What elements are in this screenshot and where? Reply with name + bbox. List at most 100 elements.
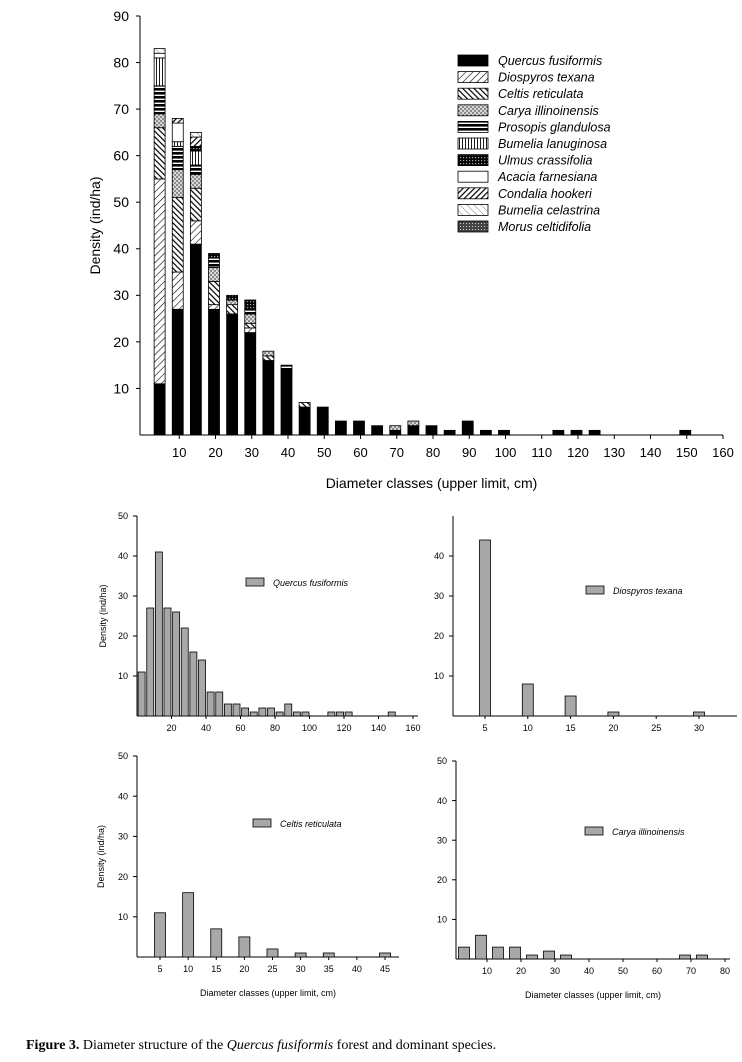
legend-swatch (457, 121, 489, 133)
legend-swatch (252, 818, 272, 828)
bar-segment-1 (244, 327, 257, 333)
legend-label: Condalia hookeri (498, 187, 593, 201)
bar-segment-0 (389, 429, 402, 436)
bar-segment-4 (171, 145, 184, 171)
bar (492, 946, 504, 960)
bar-segment-3 (189, 173, 202, 189)
y-tick-label: 80 (113, 54, 129, 70)
bar (232, 703, 241, 717)
x-tick-label: 25 (651, 723, 661, 733)
bar-segment-6 (208, 253, 220, 259)
bar (294, 952, 307, 958)
bar-segment-0 (443, 429, 456, 436)
bar-segment-9 (153, 48, 166, 54)
x-tick-label: 20 (608, 723, 618, 733)
bar (215, 691, 224, 717)
species-chart-3: 10 20 30 40 50 Density (ind/ha) Diameter class… (96, 751, 399, 998)
bar (336, 711, 344, 717)
x-tick-label: 60 (235, 723, 245, 733)
bar-segment-6 (189, 145, 202, 152)
x-tick-label: 60 (353, 445, 367, 460)
x-tick-label: 45 (380, 964, 390, 974)
bar-segment-9 (189, 131, 202, 138)
bar-segment-0 (461, 420, 474, 436)
x-tick-label: 80 (720, 966, 730, 976)
x-tick-label: 160 (712, 445, 734, 460)
bar-segment-1 (189, 220, 202, 245)
x-tick-label: 35 (324, 964, 334, 974)
bar (249, 711, 258, 717)
bar (238, 936, 251, 958)
bar-segment-2 (262, 355, 275, 361)
x-tick-label: 80 (270, 723, 280, 733)
figure-caption-species: Quercus fusiformis (226, 1038, 334, 1053)
x-tick-label: 140 (640, 445, 662, 460)
bar-segment-2 (171, 197, 184, 273)
bar (479, 539, 491, 717)
x-tick-label: 40 (281, 445, 295, 460)
bar-segment-0 (479, 429, 492, 436)
legend-swatch (457, 104, 489, 117)
bar (564, 695, 577, 717)
x-tick-label: 10 (482, 966, 492, 976)
x-tick-label: 20 (166, 723, 176, 733)
legend-swatch (457, 87, 489, 100)
x-tick-label: 90 (462, 445, 476, 460)
legend-label: Celtis reticulata (498, 87, 583, 101)
y-tick-label: 90 (113, 8, 129, 24)
x-tick-label: 110 (531, 445, 552, 460)
bar-segment-0 (226, 313, 239, 436)
x-tick-label: 50 (317, 445, 331, 460)
bar (322, 952, 335, 958)
legend-label: Quercus fusiformis (273, 578, 349, 588)
figure-caption-label: Figure 3. (26, 1038, 80, 1053)
bar-segment-0 (407, 425, 420, 436)
x-tick-label: 30 (296, 964, 306, 974)
bar (543, 950, 555, 960)
bar (266, 948, 279, 958)
y-axis-title: Density (ind/ha) (96, 825, 106, 888)
y-tick-label: 30 (437, 835, 447, 845)
x-tick-label: 30 (245, 445, 259, 460)
x-axis-title: Diameter classes (upper limit, cm) (200, 988, 336, 998)
bar (301, 711, 310, 717)
bar (163, 607, 172, 717)
bar (146, 607, 155, 717)
legend-swatch (457, 187, 489, 200)
bar-segment-2 (208, 280, 220, 306)
y-tick-label: 50 (118, 751, 128, 761)
x-tick-label: 20 (239, 964, 249, 974)
y-tick-label: 50 (437, 756, 447, 766)
x-axis-title: Diameter classes (upper limit, cm) (326, 475, 538, 491)
bar-segment-0 (570, 429, 583, 436)
species-chart-2: 10 20 30 40 5 10 15 20 25 30 Diospyros texana (434, 516, 737, 733)
legend-swatch (457, 154, 489, 167)
bar-segment-4 (208, 257, 220, 268)
x-tick-label: 5 (482, 723, 487, 733)
bar-segment-3 (244, 313, 257, 324)
bar-segment-1 (171, 271, 184, 310)
x-tick-label: 80 (426, 445, 440, 460)
bar-segment-1 (208, 304, 220, 310)
bar (526, 954, 538, 960)
x-tick-label: 70 (390, 445, 404, 460)
x-tick-label: 40 (352, 964, 362, 974)
bar-segment-3 (208, 266, 220, 282)
bar-segment-5 (189, 150, 202, 166)
legend-swatch (457, 71, 489, 83)
bar-segment-2 (244, 322, 257, 329)
bar (206, 691, 215, 717)
bar (284, 703, 293, 717)
bar-segment-0 (280, 369, 293, 436)
y-tick-label: 30 (118, 832, 128, 842)
bar (693, 711, 705, 717)
legend-swatch (457, 54, 489, 67)
main-stacked-chart: 10 20 30 40 50 60 70 80 90 Density (ind/ha) Diamet… (87, 8, 734, 491)
bar (172, 611, 181, 717)
legend-swatch (585, 585, 605, 595)
y-tick-label: 10 (118, 671, 128, 681)
bar (344, 711, 353, 717)
x-tick-label: 10 (183, 964, 193, 974)
bar-segment-5 (171, 141, 184, 147)
x-tick-label: 120 (336, 723, 351, 733)
